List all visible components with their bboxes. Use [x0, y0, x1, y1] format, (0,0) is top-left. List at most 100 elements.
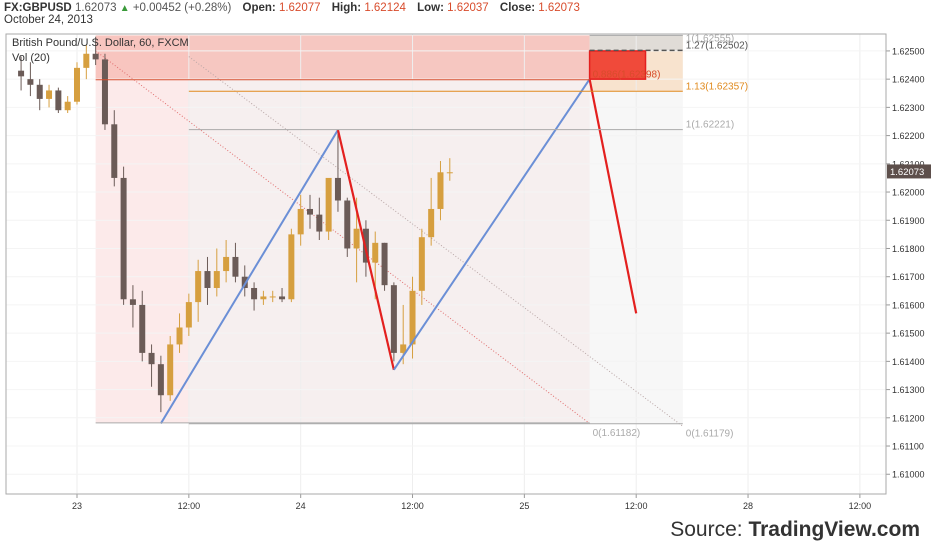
y-axis-label: 1.61700 — [892, 272, 925, 282]
candle-down — [129, 299, 136, 305]
low-label: Low: — [417, 2, 444, 14]
x-axis-label: 23 — [72, 501, 82, 511]
x-axis-label: 12:00 — [401, 501, 424, 511]
candle-up — [325, 177, 332, 232]
candle-up — [297, 208, 304, 235]
y-axis-label: 1.62000 — [892, 188, 925, 198]
x-axis-label: 12:00 — [178, 501, 201, 511]
pattern-leg — [336, 129, 395, 371]
candle-up — [437, 172, 444, 209]
source-prefix: Source: — [670, 518, 749, 541]
up-triangle-icon: ▲ — [119, 3, 130, 14]
candle-up — [353, 228, 360, 249]
pattern-leg — [160, 129, 339, 424]
candle-down — [120, 177, 127, 300]
candle-up — [185, 302, 192, 328]
y-axis-label: 1.62300 — [892, 103, 925, 113]
symbol-name: FX:GBPUSD — [4, 2, 72, 14]
upper-fib-band — [95, 35, 590, 80]
last-price: 1.62073 — [74, 2, 117, 14]
source-watermark: Source: TradingView.com — [670, 518, 920, 542]
candle-down — [27, 79, 34, 85]
prz-box — [588, 50, 647, 80]
x-axis-label: 28 — [743, 501, 753, 511]
candle-down — [334, 177, 341, 201]
y-axis-label: 1.61500 — [892, 329, 925, 339]
candle-up — [213, 271, 220, 288]
open-label: Open: — [242, 2, 276, 14]
pattern-leg — [588, 78, 638, 314]
candle-up — [428, 208, 435, 238]
candle-down — [241, 276, 248, 288]
plot-frame — [5, 33, 887, 495]
candle-up — [83, 53, 90, 68]
y-axis-label: 1.61600 — [892, 300, 925, 310]
y-axis-label: 1.61900 — [892, 216, 925, 226]
candle-up — [64, 101, 71, 111]
candle-down — [279, 296, 286, 300]
fib-level-label: 0(1.61182) — [593, 428, 641, 439]
candle-down — [232, 256, 239, 277]
y-axis-label: 1.61100 — [892, 442, 924, 452]
chart-date: October 24, 2013 — [4, 14, 93, 26]
y-axis-label: 1.62200 — [892, 131, 925, 141]
candle-down — [251, 287, 258, 300]
candle-up — [176, 327, 183, 345]
candle-down — [111, 124, 118, 178]
diagonal-trend-line — [188, 56, 684, 427]
candle-down — [307, 208, 313, 215]
candle-down — [390, 285, 397, 353]
diagonal-trend-line — [95, 50, 590, 424]
candle-up — [223, 256, 230, 272]
last-price-label: 1.62073 — [890, 167, 924, 178]
x-axis-label: 25 — [519, 501, 529, 511]
y-axis-label: 1.61400 — [892, 357, 925, 367]
candle-up — [74, 67, 80, 102]
y-axis-label: 1.61000 — [892, 470, 925, 480]
volume-legend: Vol (20) — [12, 52, 50, 64]
fib-level-label: 1(1.62555) — [686, 33, 734, 44]
y-axis-label: 1.61200 — [892, 413, 925, 423]
candle-up — [288, 234, 295, 300]
candle-up — [46, 90, 53, 99]
candle-up — [269, 296, 276, 298]
y-axis-label: 1.62400 — [892, 75, 925, 85]
candle-down — [204, 271, 211, 288]
candle-up — [260, 296, 267, 300]
candle-up — [418, 237, 425, 291]
symbol-header: FX:GBPUSD 1.62073 ▲ +0.00452 (+0.28%) Op… — [4, 1, 580, 16]
fib-projection-2-zone — [188, 35, 683, 424]
candle-down — [92, 53, 99, 60]
y-axis-label: 1.62500 — [892, 46, 925, 56]
last-price-tag — [887, 164, 931, 179]
y-axis-label: 1.61800 — [892, 244, 925, 254]
candle-down — [139, 304, 146, 353]
fib-level-label: 1.27(1.62502) — [686, 40, 748, 51]
high-label: High: — [331, 2, 362, 14]
fib-level-label: 1.13(1.62357) — [686, 81, 748, 92]
close-label: Close: — [499, 2, 536, 14]
candle-up — [372, 242, 379, 263]
candle-down — [381, 242, 388, 286]
pattern-leg — [393, 78, 591, 371]
x-axis-label: 12:00 — [849, 501, 872, 511]
close-value: 1.62073 — [538, 2, 580, 14]
chart-legend-title: British Pound/U.S. Dollar, 60, FXCM — [12, 37, 189, 49]
candle-up — [195, 271, 202, 303]
fib-level-label: 0.886(1.62398) — [593, 70, 661, 81]
candle-up — [409, 290, 416, 345]
candle-up — [400, 344, 407, 353]
y-axis-label: 1.61300 — [892, 385, 925, 395]
source-brand: TradingView.com — [748, 518, 920, 541]
x-axis-label: 24 — [296, 501, 306, 511]
candle-down — [344, 200, 351, 249]
fib-level-label: 0(1.61179) — [686, 429, 734, 440]
open-value: 1.62077 — [278, 2, 321, 14]
candle-down — [101, 59, 108, 125]
high-value: 1.62124 — [364, 2, 406, 14]
candle-up — [446, 172, 453, 174]
y-axis-label: 1.62100 — [892, 159, 925, 169]
fib-level-label: 1(1.62221) — [686, 120, 734, 131]
candle-down — [148, 352, 155, 365]
